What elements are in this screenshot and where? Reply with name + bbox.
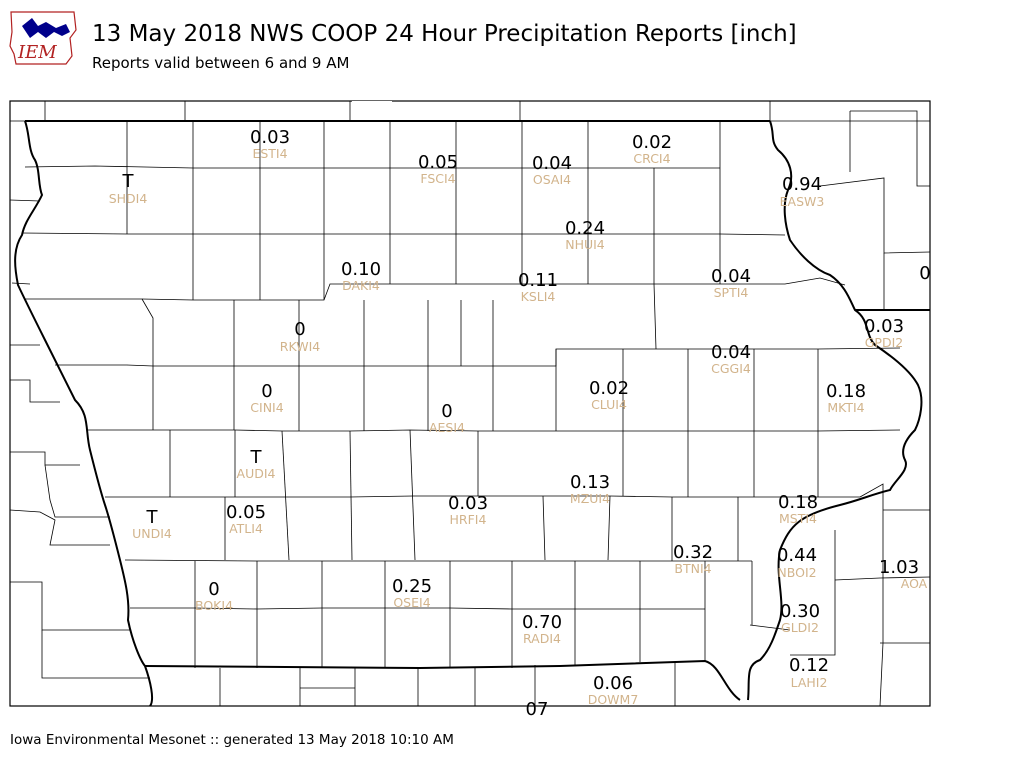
station-id: RKWI4: [280, 339, 320, 354]
state-borders: [14, 120, 930, 706]
station-value: 0.04: [532, 153, 572, 174]
station-value: 0.03: [250, 127, 290, 148]
station-id: AOA: [901, 576, 928, 591]
station-value: 0.06: [593, 673, 633, 694]
station-id: SPTI4: [714, 285, 749, 300]
station-id: CLUI4: [591, 397, 627, 412]
station-value: 0.05: [418, 152, 458, 173]
station-id: CRCI4: [633, 151, 670, 166]
station-value: 0.04: [711, 266, 751, 287]
station-value: 0.44: [777, 545, 817, 566]
station-value: 0.02: [589, 378, 629, 399]
station-value: 0.94: [782, 174, 822, 195]
station-id: DAKI4: [342, 278, 380, 293]
station-value: 0.05: [226, 502, 266, 523]
station-value: 0.11: [518, 270, 558, 291]
station-value: 0.03: [864, 316, 904, 337]
station-value: 0: [294, 319, 305, 340]
station-id: ATLI4: [229, 521, 263, 536]
station-value: 0: [441, 401, 452, 422]
station-value: 0.18: [826, 381, 866, 402]
precipitation-map: 0.03 ESTI4 0.05 FSCI4 0.04 OSAI4 0.02 CR…: [9, 100, 931, 720]
station-id: UNDI4: [132, 526, 172, 541]
station-value: T: [122, 171, 135, 192]
station-id: AESI4: [429, 420, 465, 435]
footer-credit: Iowa Environmental Mesonet :: generated …: [10, 732, 454, 748]
station-id: NBOI2: [777, 565, 816, 580]
map-frame: [9, 100, 931, 707]
station-value: 0.04: [711, 342, 751, 363]
station-reports: 0.03 ESTI4 0.05 FSCI4 0.04 OSAI4 0.02 CR…: [109, 127, 931, 720]
station-value: 0.12: [789, 655, 829, 676]
station-value: T: [250, 447, 263, 468]
station-value: 1.03: [879, 557, 919, 578]
station-id: AUDI4: [237, 466, 276, 481]
station-id: CINI4: [250, 400, 283, 415]
logo-text: IEM: [17, 42, 57, 63]
station-value: 0.03: [448, 493, 488, 514]
station-id: GPDI2: [865, 335, 904, 350]
station-value: 0.70: [522, 612, 562, 633]
station-id: EASW3: [780, 194, 825, 209]
station-value: 0.02: [632, 132, 672, 153]
station-id: GLDI2: [781, 620, 819, 635]
station-id: ESTI4: [252, 146, 287, 161]
iem-logo: IEM: [8, 8, 78, 66]
station-value: 0: [208, 579, 219, 600]
station-value: 0.13: [570, 472, 610, 493]
station-id: MKTI4: [827, 400, 864, 415]
station-id: LAHI2: [791, 675, 828, 690]
station-value: 0.30: [780, 601, 820, 622]
page-subtitle: Reports valid between 6 and 9 AM: [92, 54, 350, 72]
station-id: SHDI4: [109, 191, 148, 206]
county-boundaries: [10, 101, 930, 706]
station-id: MZUI4: [570, 491, 610, 506]
station-value: 0.32: [673, 542, 713, 563]
station-id: NHUI4: [565, 237, 605, 252]
station-id: DOWM7: [588, 692, 639, 707]
station-value: 0.24: [565, 218, 605, 239]
station-value: 0.10: [341, 259, 381, 280]
station-value-edge: 0: [919, 263, 930, 284]
station-id: BTNI4: [674, 561, 711, 576]
station-id: BOKI4: [195, 598, 233, 613]
station-value: T: [146, 507, 159, 528]
station-value-edge: 07: [526, 699, 549, 720]
station-id: OSEI4: [393, 595, 430, 610]
weather-icon: [22, 18, 70, 38]
page-title: 13 May 2018 NWS COOP 24 Hour Precipitati…: [92, 21, 797, 47]
station-id: CGGI4: [711, 361, 751, 376]
station-value: 0.18: [778, 492, 818, 513]
station-id: KSLI4: [521, 289, 556, 304]
station-id: FSCI4: [420, 171, 455, 186]
station-id: RADI4: [523, 631, 561, 646]
station-value: 0: [261, 381, 272, 402]
station-id: MSTI4: [779, 511, 817, 526]
station-id: HRFI4: [450, 512, 487, 527]
station-id: OSAI4: [533, 172, 571, 187]
station-value: 0.25: [392, 576, 432, 597]
